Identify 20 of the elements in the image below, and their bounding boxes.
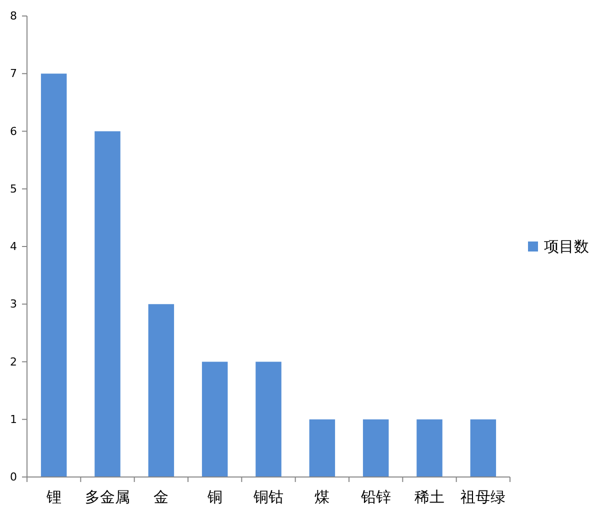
legend-item: 项目数 <box>528 238 589 256</box>
y-tick-label: 1 <box>10 412 17 426</box>
y-tick-label: 2 <box>10 355 17 368</box>
x-tick-label: 锂 <box>45 488 62 506</box>
x-tick-label: 铅锌 <box>360 488 391 506</box>
y-tick-label: 8 <box>10 10 17 22</box>
y-tick-label: 6 <box>10 124 17 138</box>
x-tick-label: 稀土 <box>414 488 444 506</box>
y-tick-label: 4 <box>10 240 17 253</box>
x-tick-label: 多金属 <box>85 488 130 506</box>
y-tick-label: 0 <box>10 470 17 484</box>
y-tick-label: 3 <box>10 298 17 311</box>
x-tick-label: 铜钴 <box>252 488 284 506</box>
legend-label: 项目数 <box>544 238 589 256</box>
y-tick-label: 7 <box>10 67 17 80</box>
x-tick-label: 金 <box>154 488 169 506</box>
y-tick-label: 5 <box>10 182 17 196</box>
x-tick-label: 铜 <box>206 488 222 506</box>
x-tick-label: 煤 <box>314 488 330 506</box>
x-tick-label: 祖母绿 <box>460 488 506 506</box>
